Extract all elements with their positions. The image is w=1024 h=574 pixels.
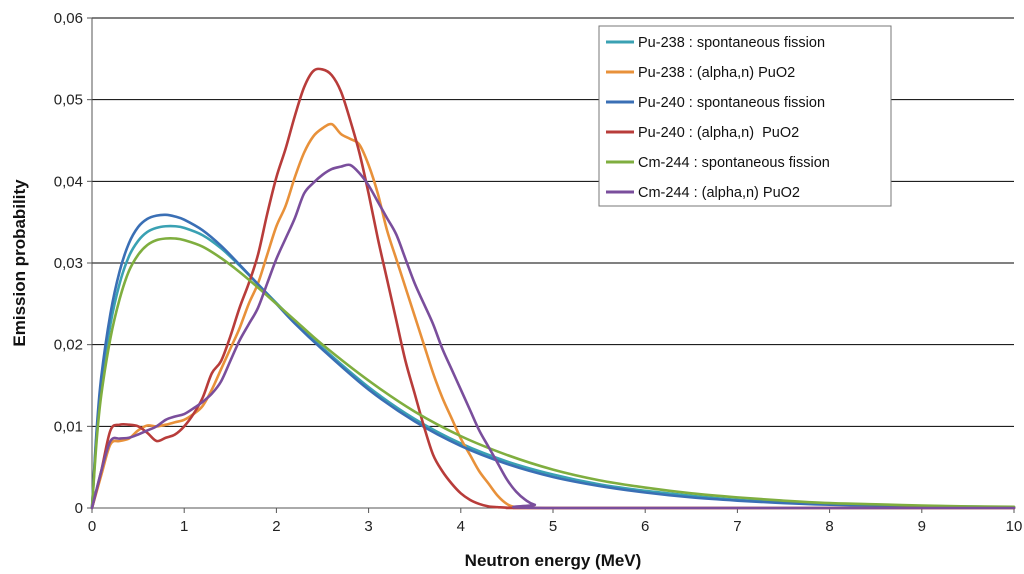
legend-label: Pu-240 : spontaneous fission xyxy=(638,95,825,111)
x-tick-label: 9 xyxy=(918,518,926,535)
legend-label: Pu-238 : (alpha,n) PuO2 xyxy=(638,65,795,81)
x-tick-label: 8 xyxy=(825,518,833,535)
x-axis-title: Neutron energy (MeV) xyxy=(465,551,642,570)
x-tick-label: 7 xyxy=(733,518,741,535)
legend: Pu-238 : spontaneous fission Pu-238 : (al… xyxy=(598,25,892,207)
y-tick-label: 0,06 xyxy=(54,10,83,27)
x-tick-label: 2 xyxy=(272,518,280,535)
legend-box xyxy=(598,25,892,207)
series-line-4 xyxy=(90,67,1016,510)
legend-label: Pu-240 : (alpha,n) PuO2 xyxy=(638,125,799,141)
x-tick-label: 6 xyxy=(641,518,649,535)
series-line-6 xyxy=(90,163,1016,510)
x-tick-label: 5 xyxy=(549,518,557,535)
y-tick-label: 0,01 xyxy=(54,418,83,435)
y-tick-labels: 0 0,01 0,02 0,03 0,04 0,05 0,06 xyxy=(54,10,92,517)
legend-label: Pu-238 : spontaneous fission xyxy=(638,35,825,51)
series-lines xyxy=(90,67,1016,510)
y-tick-label: 0,04 xyxy=(54,173,83,190)
y-tick-label: 0,05 xyxy=(54,92,83,109)
legend-label: Cm-244 : (alpha,n) PuO2 xyxy=(638,185,800,201)
legend-label: Cm-244 : spontaneous fission xyxy=(638,155,830,171)
y-tick-label: 0 xyxy=(75,500,83,517)
x-tick-label: 1 xyxy=(180,518,188,535)
x-tick-labels: 0 1 2 3 4 5 6 7 8 9 10 xyxy=(88,508,1023,535)
y-tick-label: 0,02 xyxy=(54,337,83,354)
x-tick-label: 3 xyxy=(364,518,372,535)
x-tick-label: 4 xyxy=(457,518,465,535)
x-tick-label: 0 xyxy=(88,518,96,535)
y-axis-title: Emission probability xyxy=(10,179,29,347)
x-tick-label: 10 xyxy=(1006,518,1023,535)
series-line-5 xyxy=(90,236,1016,510)
y-tick-label: 0,03 xyxy=(54,255,83,272)
series-line-2 xyxy=(90,122,1016,510)
